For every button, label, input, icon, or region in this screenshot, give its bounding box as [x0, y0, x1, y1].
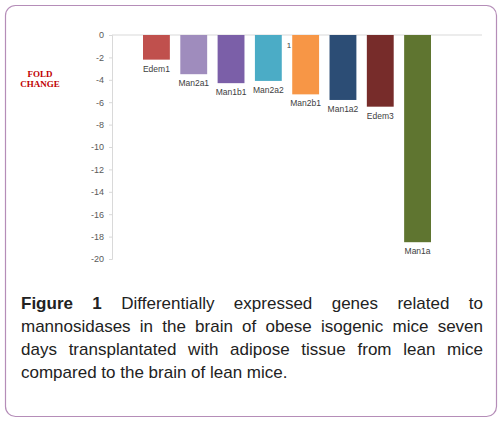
- y-tick-label: -2: [96, 53, 104, 63]
- y-tick: -8: [96, 120, 112, 130]
- y-tick-mark: [109, 169, 112, 170]
- bar: [404, 35, 431, 242]
- y-tick-mark: [109, 259, 112, 260]
- y-tick-mark: [109, 147, 112, 148]
- y-tick-label: 0: [99, 30, 104, 40]
- category-label: Edem1: [143, 64, 170, 74]
- y-tick: -10: [91, 142, 112, 152]
- y-tick: -4: [96, 75, 112, 85]
- bar: [218, 35, 245, 83]
- y-tick-label: -6: [96, 98, 104, 108]
- y-tick: 0: [99, 30, 112, 40]
- category-label: Man2b1: [290, 98, 321, 108]
- bars: [143, 35, 431, 242]
- y-tick-label: -16: [91, 210, 104, 220]
- y-tick: -16: [91, 210, 112, 220]
- y-tick-label: -18: [91, 232, 104, 242]
- y-tick: -12: [91, 165, 112, 175]
- y-tick-mark: [109, 192, 112, 193]
- category-label: Man2a2: [253, 85, 284, 95]
- y-tick-mark: [109, 237, 112, 238]
- category-label: Man1a: [405, 246, 431, 256]
- y-tick: -6: [96, 98, 112, 108]
- category-label: Man1a2: [328, 104, 359, 114]
- bar: [255, 35, 282, 81]
- y-axis-title-line: CHANGE: [20, 79, 60, 89]
- y-tick-label: -4: [96, 75, 104, 85]
- y-tick: -18: [91, 232, 112, 242]
- y-tick: -2: [96, 53, 112, 63]
- caption-space: [102, 294, 121, 313]
- y-axis-title-line: FOLD: [27, 69, 53, 79]
- category-label: Man2a1: [178, 78, 209, 88]
- bar: [330, 35, 357, 100]
- y-tick-mark: [109, 102, 112, 103]
- y-tick-label: -12: [91, 165, 104, 175]
- annotation: 1: [287, 41, 292, 50]
- y-tick-mark: [109, 80, 112, 81]
- bar: [367, 35, 394, 107]
- bar: [292, 35, 319, 94]
- y-tick-mark: [109, 35, 112, 36]
- category-labels: Edem1 Man2a1 Man1b1 Man2a2 Man2b1 Man1a2 Edem3…: [143, 64, 431, 257]
- y-axis-line: [109, 36, 113, 260]
- y-axis: 0 -2 -4 -6 -8 -10 -12 -14 -16 -18 -20: [91, 30, 113, 264]
- y-tick-label: -20: [91, 254, 104, 264]
- category-label: Edem3: [367, 111, 394, 121]
- category-label: Man1b1: [216, 87, 247, 97]
- y-tick-label: -10: [91, 142, 104, 152]
- y-tick-mark: [109, 125, 112, 126]
- caption-title: Figure 1: [21, 294, 102, 313]
- y-tick-mark: [109, 57, 112, 58]
- caption-block: Figure 1 Differentially expressed genes …: [21, 292, 483, 384]
- y-tick-label: -8: [96, 120, 104, 130]
- frame: [6, 6, 497, 417]
- y-tick: -20: [91, 254, 112, 264]
- bar: [143, 35, 170, 60]
- y-axis-title: FOLDCHANGE: [20, 69, 60, 89]
- y-tick: -14: [91, 187, 112, 197]
- bar: [180, 35, 207, 74]
- y-tick-label: -14: [91, 187, 104, 197]
- y-tick-mark: [109, 214, 112, 215]
